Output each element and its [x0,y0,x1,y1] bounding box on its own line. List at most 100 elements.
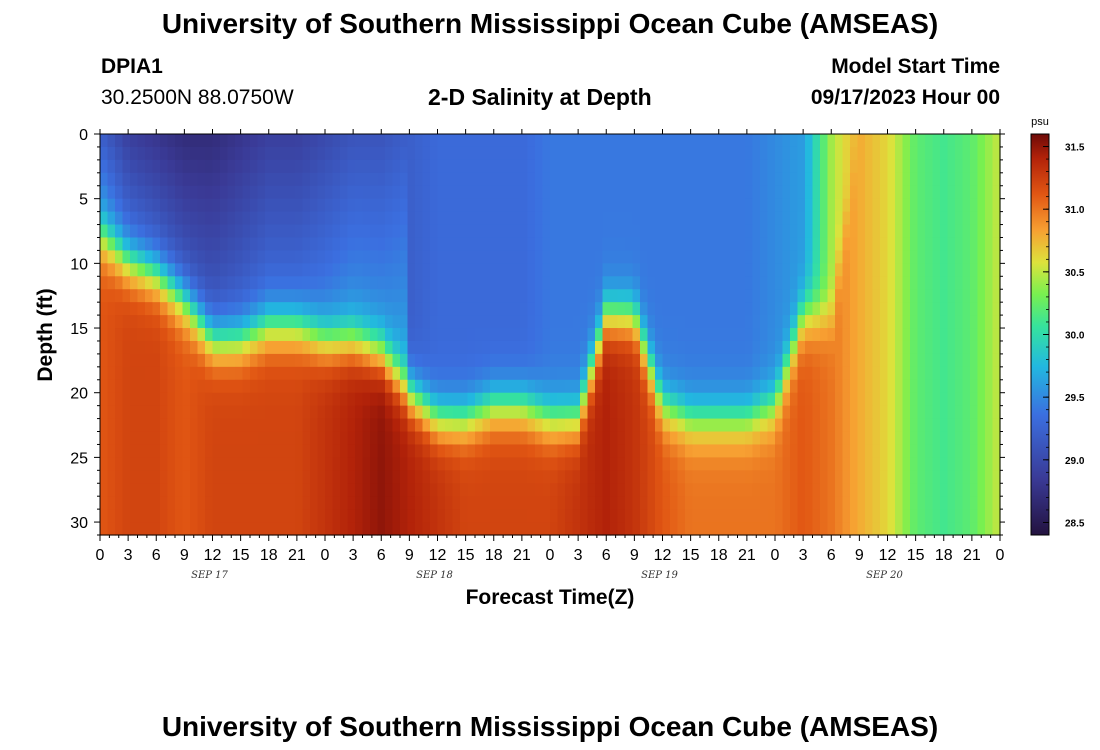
heatmap-cell [122,211,131,226]
heatmap-cell [340,457,349,471]
heatmap-cell [310,496,319,510]
heatmap-cell [947,431,956,446]
heatmap-cell [752,457,761,471]
heatmap-cell [332,159,341,174]
heatmap-cell [977,353,986,368]
heatmap-cell [940,340,949,355]
heatmap-cell [122,289,131,303]
x-tick-label: 21 [738,547,756,564]
heatmap-cell [355,315,364,329]
heatmap-cell [355,353,364,368]
heatmap-cell [745,483,754,497]
heatmap-cell [317,276,326,290]
heatmap-cell [287,470,296,484]
heatmap-cell [490,250,499,264]
heatmap-cell [842,289,851,303]
heatmap-cell [850,418,859,433]
heatmap-cell [730,392,739,407]
heatmap-cell [887,379,896,394]
heatmap-cell [910,483,919,497]
heatmap-cell [212,405,221,420]
heatmap-cell [257,418,266,433]
heatmap-cell [790,185,799,200]
heatmap-cell [490,470,499,484]
heatmap-cell [145,444,154,458]
heatmap-cell [722,457,731,471]
heatmap-cell [737,134,746,148]
heatmap-cell [805,185,814,200]
heatmap-cell [842,224,851,239]
heatmap-cell [452,457,461,471]
heatmap-cell [160,224,169,239]
heatmap-cell [760,211,769,226]
heatmap-cell [422,159,431,174]
heatmap-cell [835,340,844,355]
heatmap-cell [925,522,934,536]
heatmap-cell [655,159,664,174]
heatmap-cell [595,328,604,342]
heatmap-cell [557,159,566,174]
x-tick-label: 6 [602,547,611,564]
heatmap-cell [842,470,851,484]
heatmap-cell [842,237,851,252]
heatmap-cell [310,470,319,484]
heatmap-cell [167,353,176,368]
heatmap-cell [205,405,214,420]
heatmap-cell [565,431,574,446]
heatmap-cell [430,289,439,303]
heatmap-cell [992,159,1001,174]
heatmap-cell [332,353,341,368]
heatmap-cell [257,328,266,342]
heatmap-cell [475,172,484,187]
heatmap-cell [677,444,686,458]
heatmap-cell [670,328,679,342]
heatmap-cell [692,522,701,536]
heatmap-cell [992,444,1001,458]
heatmap-cell [257,522,266,536]
heatmap-cell [505,276,514,290]
heatmap-cell [760,405,769,420]
heatmap-cell [752,444,761,458]
heatmap-cell [760,146,769,161]
heatmap-cell [617,315,626,329]
heatmap-cell [220,198,229,213]
heatmap-cell [550,185,559,200]
heatmap-cell [602,250,611,264]
heatmap-cell [520,198,529,213]
heatmap-cell [955,418,964,433]
heatmap-cell [385,470,394,484]
heatmap-cell [407,470,416,484]
heatmap-cell [287,237,296,252]
heatmap-cell [272,470,281,484]
heatmap-cell [542,134,551,148]
heatmap-cell [415,444,424,458]
heatmap-cell [692,263,701,277]
heatmap-cell [947,340,956,355]
heatmap-cell [212,198,221,213]
heatmap-cell [400,146,409,161]
heatmap-cell [430,366,439,381]
heatmap-cell [955,289,964,303]
heatmap-cell [715,146,724,161]
heatmap-cell [542,250,551,264]
heatmap-cell [445,366,454,381]
heatmap-cell [835,302,844,316]
heatmap-cell [310,315,319,329]
heatmap-cell [415,289,424,303]
heatmap-cell [235,444,244,458]
heatmap-cell [527,392,536,407]
heatmap-cell [782,211,791,226]
heatmap-cell [115,379,124,394]
heatmap-cell [370,470,379,484]
heatmap-cell [400,405,409,420]
heatmap-cell [340,315,349,329]
heatmap-cell [272,211,281,226]
heatmap-cell [347,224,356,239]
heatmap-cell [940,418,949,433]
heatmap-cell [940,263,949,277]
heatmap-cell [197,134,206,148]
heatmap-cell [407,289,416,303]
heatmap-cell [820,198,829,213]
heatmap-cell [602,405,611,420]
heatmap-cell [752,237,761,252]
